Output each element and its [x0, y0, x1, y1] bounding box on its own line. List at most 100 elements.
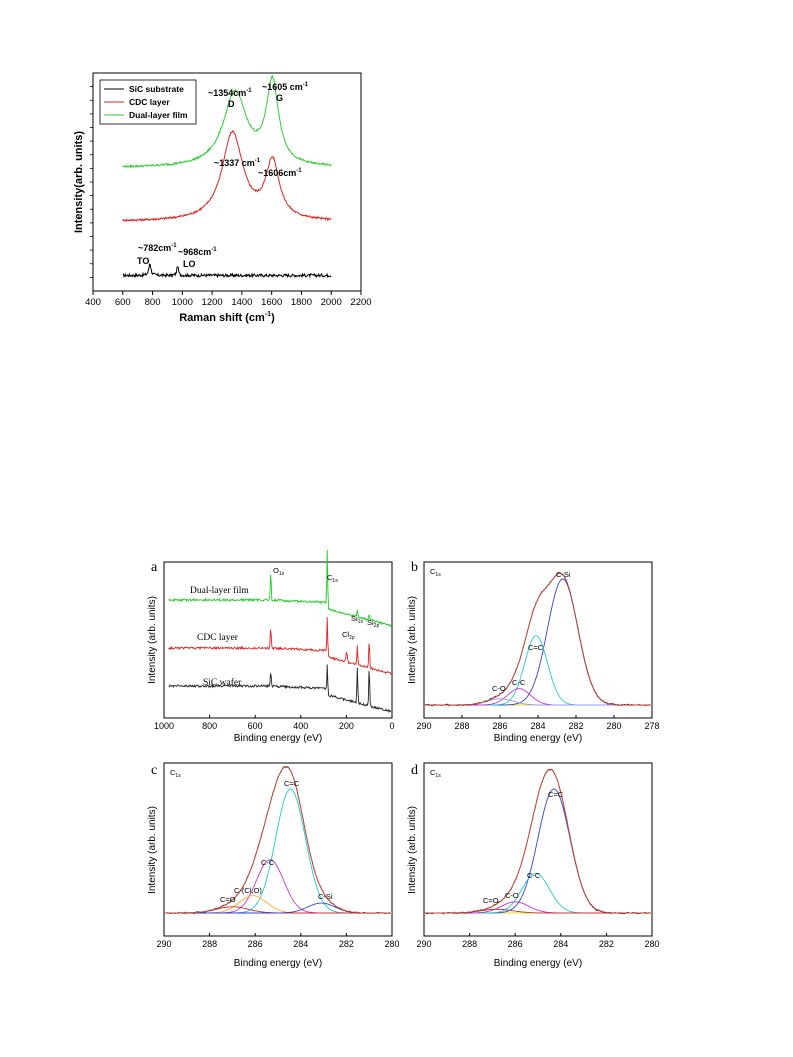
- panel-label-a: a: [151, 560, 158, 575]
- comp-label-cc-d: C-C: [527, 871, 541, 880]
- fit-component-curve: [424, 901, 651, 914]
- raman-x-tick-label: 2200: [350, 297, 371, 308]
- panel-a-y-label: Intensity (arb. units): [147, 596, 158, 684]
- comp-label-cc-c: C-C: [261, 858, 275, 867]
- raman-x-axis-label: Raman shift (cm-1): [179, 311, 275, 324]
- raw-data-curve: [423, 572, 652, 707]
- raman-x-tick-label: 600: [115, 297, 131, 308]
- raman-y-axis-label: Intensity(arb. units): [73, 131, 85, 233]
- panel-a-x-ticks: 1000 800 600 400 200 0: [154, 715, 395, 731]
- panel-label-c: c: [151, 763, 157, 778]
- annotation-1606: ~1606cm-1: [258, 168, 302, 178]
- comp-label-ccl-c: C-(Cl,O): [234, 886, 262, 895]
- fit-x-tick-label: 290: [416, 721, 431, 731]
- panel-d-fit-curves: [423, 768, 652, 915]
- panel-b-frame: [423, 561, 653, 719]
- panel-a-series-line: [168, 549, 392, 628]
- annotation-g-band: G: [276, 93, 283, 103]
- legend-label-cdc: CDC layer: [129, 97, 170, 107]
- fit-x-tick-label: 282: [599, 939, 614, 949]
- panel-d-y-label: Intensity (arb. units): [407, 806, 418, 894]
- fit-x-tick-label: 280: [644, 939, 659, 949]
- annotation-lo: LO: [183, 259, 196, 269]
- comp-label-csi: C-Si: [556, 570, 571, 579]
- panel-a-x-tick-label: 800: [202, 721, 217, 731]
- fit-x-tick-label: 284: [530, 721, 545, 731]
- comp-label-co: C-O: [492, 684, 506, 693]
- fit-x-tick-label: 286: [508, 939, 523, 949]
- label-cdc: CDC layer: [197, 633, 239, 643]
- raman-x-tick-label: 2000: [321, 297, 342, 308]
- panel-c-x-ticks: 290 288 286 284 282 280: [156, 933, 400, 949]
- panel-a-x-tick-label: 1000: [154, 721, 174, 731]
- raman-series-line: [122, 263, 332, 279]
- fit-component-curve: [164, 788, 391, 914]
- comp-label-cc: C-C: [512, 678, 526, 687]
- comp-label-csi-c: C-Si: [318, 892, 333, 901]
- raman-y-ticks: [90, 86, 93, 278]
- fit-component-curve: [424, 788, 651, 914]
- fit-x-tick-label: 290: [416, 939, 431, 949]
- panel-a-x-tick-label: 200: [339, 721, 354, 731]
- label-dual-layer: Dual-layer film: [190, 585, 249, 596]
- panel-d-corner: C1s: [430, 768, 441, 779]
- peak-c1s: C1s: [327, 573, 338, 584]
- panel-a-series-line: [168, 664, 392, 713]
- annotation-to: TO: [137, 256, 149, 266]
- annotation-1354: ~1354cm-1: [208, 88, 252, 98]
- fit-component-curve: [424, 688, 652, 706]
- raman-x-tick-label: 1600: [261, 297, 282, 308]
- peak-si1s: Si1s: [351, 614, 363, 625]
- fit-x-tick-label: 286: [248, 939, 263, 949]
- legend-label-sic: SiC substrate: [129, 84, 184, 94]
- fit-x-tick-label: 282: [339, 939, 354, 949]
- annotation-1605: ~1605 cm-1: [262, 82, 309, 92]
- panel-label-d: d: [411, 763, 418, 778]
- panel-c-corner: C1s: [170, 768, 181, 779]
- fit-component-curve: [424, 698, 652, 706]
- fit-x-tick-label: 282: [568, 721, 583, 731]
- panel-b-x-ticks: 290 288 286 284 282 280 278: [416, 715, 660, 731]
- fit-x-tick-label: 288: [202, 939, 217, 949]
- panel-d-frame: [423, 762, 653, 937]
- comp-label-co-d: C-O: [505, 891, 519, 900]
- raman-x-tick-label: 1800: [291, 297, 312, 308]
- raman-x-ticks: 400 600 800 1000 1200 1400 1600 1800 2000 2200: [85, 291, 372, 308]
- xps-survey-chart: a 1000 800 600 400 200 0 Dual-layer film CDC …: [147, 549, 395, 744]
- comp-label-cc-double: C=C: [528, 643, 544, 652]
- raman-series-line: [122, 130, 332, 222]
- panel-a-x-tick-label: 600: [248, 721, 263, 731]
- panel-c-fit-curves: [163, 765, 392, 915]
- xps-c1s-b-chart: b C1s 290 288 286 284 282 280 278 C-Si C=C C-C…: [407, 560, 660, 744]
- fit-envelope-curve: [164, 765, 391, 914]
- raman-x-tick-label: 1400: [231, 297, 252, 308]
- panel-a-series-line: [168, 617, 392, 675]
- panel-b-x-label: Binding energy (eV): [494, 733, 582, 744]
- fit-x-tick-label: 286: [492, 721, 507, 731]
- raman-series: [122, 74, 332, 279]
- annotation-968: ~968cm-1: [178, 247, 217, 257]
- comp-label-cc-double-d: C=C: [548, 790, 564, 799]
- panel-b-y-label: Intensity (arb. units): [407, 596, 418, 684]
- fit-component-curve: [424, 578, 652, 706]
- fit-x-tick-label: 290: [156, 939, 171, 949]
- raw-data-curve: [163, 766, 392, 915]
- comp-label-co-double-c: C=O: [220, 895, 236, 904]
- raman-legend: SiC substrate CDC layer Dual-layer film: [99, 79, 197, 125]
- raman-series-line: [122, 74, 332, 169]
- raman-x-tick-label: 800: [145, 297, 161, 308]
- label-sic: SiC wafer: [203, 677, 242, 688]
- panel-label-b: b: [411, 560, 418, 575]
- panel-c-y-label: Intensity (arb. units): [147, 806, 158, 894]
- fit-envelope-curve: [424, 768, 651, 914]
- peak-o1s: O1s: [273, 566, 285, 577]
- comp-label-cc-double-c: C=C: [284, 779, 300, 788]
- panel-a-x-tick-label: 0: [389, 721, 394, 731]
- panel-c-x-label: Binding energy (eV): [234, 958, 322, 969]
- raman-chart: 400 600 800 1000 1200 1400 1600 1800 2000 2200 Si…: [73, 72, 372, 324]
- fit-x-tick-label: 278: [644, 721, 659, 731]
- annotation-d-band: D: [228, 99, 235, 109]
- peak-cl2p: Cl2p: [342, 630, 355, 641]
- raman-x-tick-label: 400: [85, 297, 101, 308]
